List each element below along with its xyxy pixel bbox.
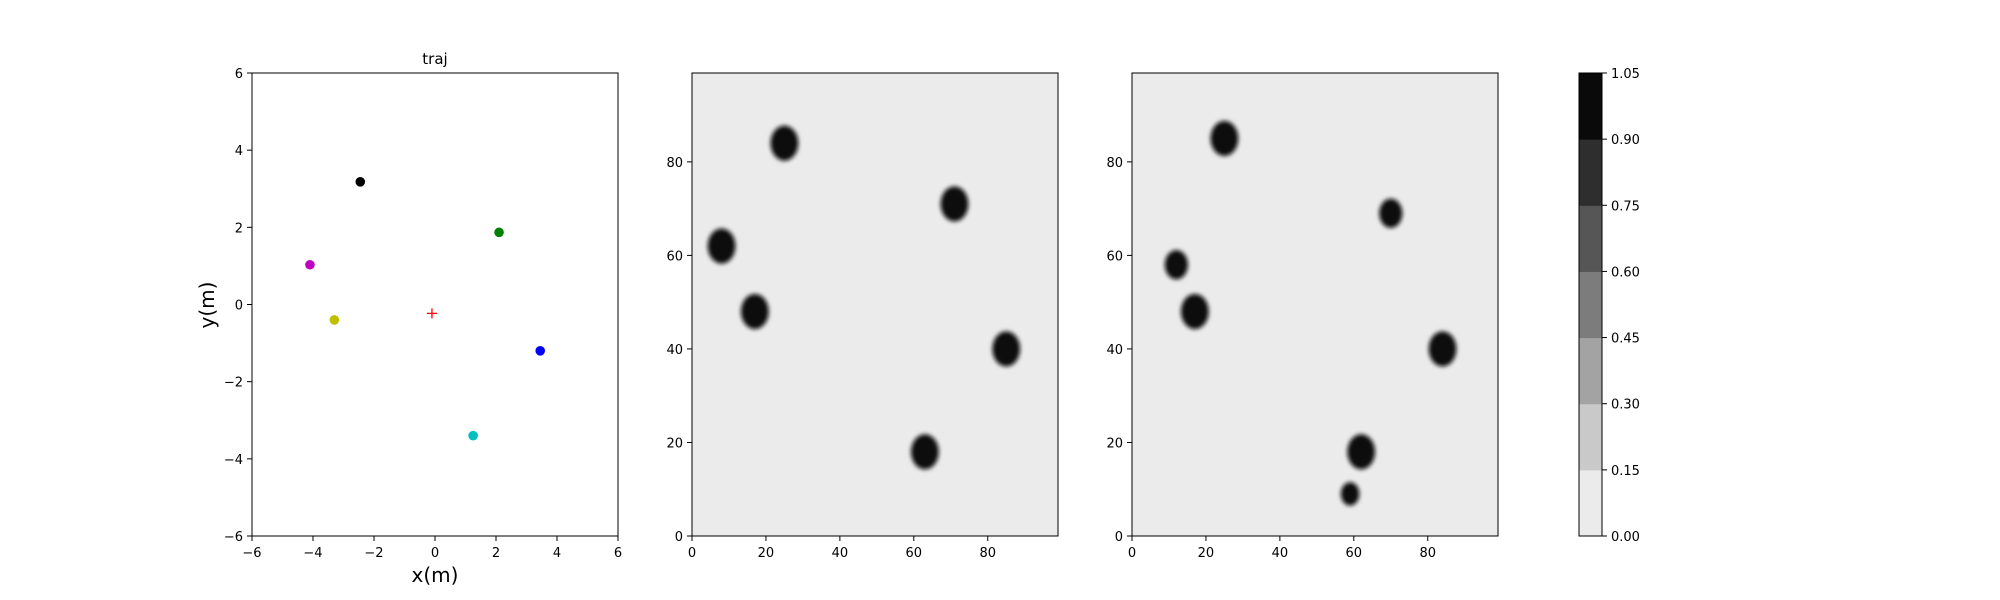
heatmap-1-blob-3 <box>940 186 969 222</box>
heatmap-1-y-tick-label: 80 <box>666 156 683 171</box>
heatmap-2-blobs <box>1164 120 1457 506</box>
heatmap-2-y-tick-label: 0 <box>1115 530 1123 545</box>
traj-y-tick-label: −2 <box>224 376 243 391</box>
heatmap-1-blob-5 <box>911 434 939 470</box>
colorbar-tick-label: 0.15 <box>1611 464 1640 479</box>
heatmap-panel-1: 0 20 40 60 80 0 20 40 60 80 <box>666 72 1059 561</box>
heatmap-2-y-tick-label: 40 <box>1106 343 1123 358</box>
heatmap-1-y-ticks: 0 20 40 60 80 <box>666 156 692 545</box>
traj-scatter-panel: traj −6 −4 −2 0 2 4 6 −6 −4 −2 0 2 4 6 x(m) y(m) <box>195 50 622 587</box>
heatmap-1-x-tick-label: 20 <box>758 546 775 561</box>
colorbar-ticks: 0.00 0.15 0.30 0.45 0.60 0.75 0.90 1.05 <box>1602 67 1640 545</box>
traj-x-ticks: −6 −4 −2 0 2 4 6 <box>242 536 622 561</box>
traj-y-ticks: −6 −4 −2 0 2 4 6 <box>224 67 252 545</box>
traj-y-tick-label: −6 <box>224 530 243 545</box>
colorbar-band-2 <box>1579 337 1602 405</box>
colorbar-band-6 <box>1579 73 1602 140</box>
heatmap-2-x-ticks: 0 20 40 60 80 <box>1128 536 1436 561</box>
heatmap-2-frame <box>1131 72 1499 537</box>
traj-y-axis-label: y(m) <box>195 282 219 329</box>
colorbar-tick-label: 0.75 <box>1611 199 1640 214</box>
traj-x-tick-label: 4 <box>553 546 561 561</box>
heatmap-2-y-tick-label: 80 <box>1106 156 1123 171</box>
heatmap-2-x-tick-label: 20 <box>1198 546 1215 561</box>
heatmap-1-x-tick-label: 80 <box>979 546 996 561</box>
colorbar-tick-label: 0.45 <box>1611 332 1640 347</box>
colorbar-tick-label: 0.00 <box>1611 530 1640 545</box>
heatmap-1-y-tick-label: 40 <box>666 343 683 358</box>
heatmap-1-x-tick-label: 40 <box>832 546 849 561</box>
heatmap-1-blob-4 <box>992 331 1021 367</box>
colorbar-tick-label: 0.30 <box>1611 398 1640 413</box>
colorbar-tick-label: 1.05 <box>1611 67 1640 82</box>
heatmap-2-x-tick-label: 80 <box>1419 546 1436 561</box>
heatmap-1-x-tick-label: 60 <box>906 546 923 561</box>
traj-origin-marker <box>426 308 437 319</box>
traj-x-tick-label: −4 <box>303 546 322 561</box>
colorbar-band-0 <box>1579 469 1602 537</box>
traj-y-tick-label: 2 <box>235 221 243 236</box>
heatmap-2-x-tick-label: 60 <box>1346 546 1363 561</box>
colorbar-bands <box>1579 73 1602 537</box>
traj-plot-frame <box>251 72 619 537</box>
heatmap-2-blob-6 <box>1340 482 1360 506</box>
heatmap-2-x-tick-label: 0 <box>1128 546 1136 561</box>
colorbar-tick-label: 0.90 <box>1611 133 1640 148</box>
traj-x-tick-label: 0 <box>431 546 439 561</box>
traj-x-axis-label: x(m) <box>412 563 459 587</box>
heatmap-1-blobs <box>707 125 1021 470</box>
heatmap-1-y-tick-label: 60 <box>666 249 683 264</box>
heatmap-1-blob-2 <box>740 293 769 330</box>
heatmap-2-blob-1 <box>1164 250 1188 280</box>
heatmap-1-blob-0 <box>770 125 799 161</box>
traj-point-1 <box>494 227 504 238</box>
heatmap-panel-2: 0 20 40 60 80 0 20 40 60 80 <box>1106 72 1499 561</box>
colorbar-band-1 <box>1579 403 1602 471</box>
traj-points <box>305 177 546 441</box>
traj-y-tick-label: −4 <box>224 453 243 468</box>
traj-point-3 <box>329 315 340 325</box>
heatmap-2-y-tick-label: 60 <box>1106 249 1123 264</box>
colorbar-band-4 <box>1579 205 1602 272</box>
traj-point-0 <box>355 177 366 187</box>
colorbar-band-3 <box>1579 271 1602 339</box>
colorbar-tick-label: 0.60 <box>1611 265 1640 280</box>
heatmap-2-blob-4 <box>1428 331 1457 367</box>
heatmap-2-y-tick-label: 20 <box>1106 436 1123 451</box>
heatmap-2-y-ticks: 0 20 40 60 80 <box>1106 156 1132 545</box>
heatmap-2-blob-0 <box>1210 120 1239 157</box>
heatmap-2-blob-5 <box>1347 434 1376 470</box>
traj-x-tick-label: −6 <box>242 546 261 561</box>
traj-point-2 <box>305 259 315 270</box>
heatmap-2-blob-3 <box>1379 198 1403 228</box>
traj-x-tick-label: −2 <box>364 546 383 561</box>
colorbar: 0.00 0.15 0.30 0.45 0.60 0.75 0.90 1.05 <box>1578 67 1640 545</box>
heatmap-1-x-ticks: 0 20 40 60 80 <box>688 536 996 561</box>
heatmap-2-x-tick-label: 40 <box>1272 546 1289 561</box>
colorbar-band-5 <box>1579 139 1602 206</box>
traj-x-tick-label: 6 <box>614 546 622 561</box>
traj-point-5 <box>468 430 478 441</box>
heatmap-1-y-tick-label: 0 <box>675 530 683 545</box>
heatmap-1-frame <box>691 72 1059 537</box>
heatmap-1-x-tick-label: 0 <box>688 546 696 561</box>
traj-y-tick-label: 6 <box>235 67 243 82</box>
traj-y-tick-label: 0 <box>235 299 243 314</box>
traj-x-tick-label: 2 <box>492 546 500 561</box>
traj-y-tick-label: 4 <box>235 144 243 159</box>
heatmap-2-blob-2 <box>1180 293 1209 330</box>
traj-title: traj <box>422 50 447 68</box>
heatmap-1-y-tick-label: 20 <box>666 436 683 451</box>
colorbar-frame <box>1578 72 1603 537</box>
traj-point-4 <box>535 346 546 356</box>
heatmap-1-blob-1 <box>707 228 736 264</box>
